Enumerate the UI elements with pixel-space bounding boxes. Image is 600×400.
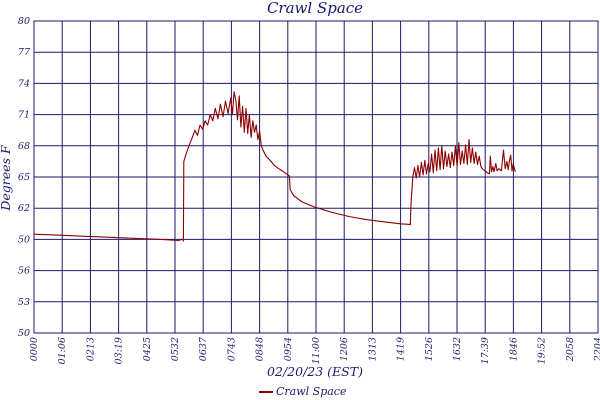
y-axis-label: Degrees F [0,144,13,212]
y-tick-label: 50 [18,234,30,245]
y-tick-label: 65 [18,172,30,183]
plot-area-border [33,20,599,334]
series-line-crawl-space [33,91,516,242]
y-tick-label: 71 [18,110,30,121]
x-tick-label: 1206 [339,337,350,361]
x-tick-label: 0425 [142,337,153,361]
series-lines [33,91,516,242]
y-axis-ticks: 50 53 56 50 62 65 68 71 74 77 80 [18,16,31,339]
y-tick-label: 74 [18,78,30,89]
x-tick-label: 01:06 [57,337,68,364]
x-tick-label: 0743 [226,337,237,361]
x-tick-label: 1526 [424,337,435,361]
x-tick-label: 0532 [170,337,181,361]
y-tick-label: 80 [18,16,30,27]
y-tick-label: 50 [18,328,30,339]
x-tick-label: 2204 [593,337,600,362]
y-tick-label: 62 [18,203,30,214]
x-tick-label: 1419 [396,337,407,361]
y-tick-label: 53 [18,297,30,308]
x-tick-label: 1313 [367,337,378,361]
x-tick-label: 0000 [29,337,40,361]
x-tick-label: 2058 [565,337,576,362]
y-tick-label: 56 [18,266,30,277]
x-tick-label: 0848 [255,337,266,361]
y-tick-label: 68 [18,141,30,152]
x-tick-label: 03:19 [114,337,125,364]
x-tick-label: 0637 [198,336,209,361]
x-tick-label: 1632 [452,337,463,361]
x-tick-label: 19:52 [537,337,548,364]
x-axis-ticks: 0000 01:06 0213 03:19 0425 0532 0637 0743 0848 09… [29,336,600,364]
legend: Crawl Space [259,385,347,398]
x-tick-label: 17:39 [480,337,491,364]
grid-lines [33,20,599,334]
x-tick-label: 0213 [85,337,96,361]
x-axis-label: 02/20/23 (EST) [267,364,363,379]
legend-label: Crawl Space [276,385,347,398]
chart-title: Crawl Space [267,0,363,17]
x-tick-label: 11:00 [311,337,322,364]
x-tick-label: 1846 [508,337,519,361]
x-tick-label: 0954 [283,337,294,361]
y-tick-label: 77 [18,47,31,58]
